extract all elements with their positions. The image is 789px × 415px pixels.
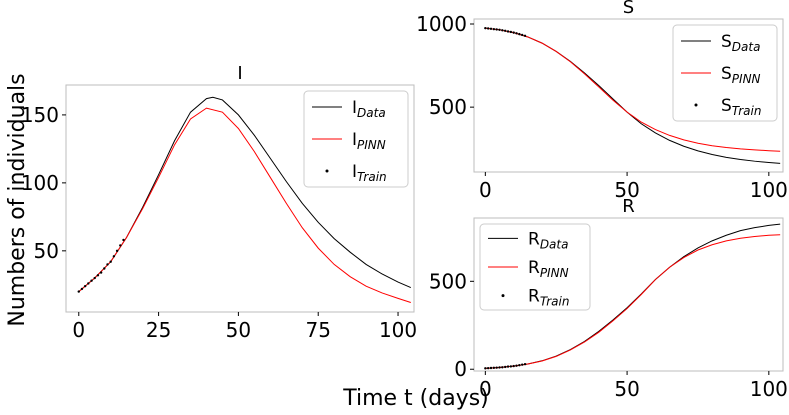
panel-title-r: R [622, 196, 635, 217]
point-itrain-14 [122, 238, 125, 242]
legend-label-s-train: STrain [721, 96, 761, 118]
series-line-ipinn [78, 107, 411, 303]
legend-label-r-data: RData [528, 229, 568, 251]
point-rtrain-7 [503, 365, 507, 369]
point-strain-10 [512, 31, 515, 34]
point-itrain-10 [109, 260, 112, 263]
point-itrain-5 [93, 276, 96, 280]
point-strain-0 [484, 26, 487, 30]
figure-y-axis-label: Numbers of individuals [5, 73, 30, 326]
x-tick-label-i-100: 100 [379, 318, 417, 342]
x-tick-label-s-50: 50 [614, 178, 639, 202]
legend-label-r-train: RTrain [528, 287, 569, 309]
axes-frame-r [473, 217, 784, 372]
point-rtrain-9 [509, 365, 513, 368]
legend-label-i-train: ITrain [352, 162, 387, 184]
chart-panel-s: S 0 50 100 500 1000 SData SPINN STrain [416, 0, 788, 202]
point-rtrain-6 [501, 366, 504, 369]
panel-title-s: S [623, 0, 634, 18]
plot-area-s [484, 26, 781, 164]
point-rtrain-0 [484, 367, 487, 370]
point-itrain-4 [90, 279, 93, 282]
point-itrain-8 [103, 267, 106, 270]
series-line-spinn [485, 27, 781, 152]
x-tick-label-i-0: 0 [72, 318, 85, 342]
point-rtrain-4 [495, 366, 498, 369]
legend-label-r-pinn: RPINN [528, 258, 569, 280]
point-itrain-13 [119, 244, 122, 247]
point-rtrain-5 [498, 366, 501, 369]
legend-swatch-s-train [694, 103, 698, 107]
y-tick-label-i-100: 100 [21, 171, 59, 195]
point-itrain-7 [99, 271, 103, 274]
plot-area-r [484, 223, 781, 370]
chart-panel-r: R 0 50 100 0 500 RData RPINN RTrain [429, 196, 788, 401]
point-rtrain-12 [518, 363, 521, 367]
x-tick-label-i-50: 50 [226, 318, 251, 342]
series-line-rpinn [485, 234, 781, 369]
y-tick-label-i-50: 50 [34, 239, 59, 263]
point-strain-6 [501, 29, 504, 32]
x-tick-label-r-100: 100 [750, 377, 788, 401]
y-tick-label-r-0: 0 [454, 357, 467, 381]
point-strain-4 [495, 28, 498, 31]
y-tick-label-s-500: 500 [429, 95, 467, 119]
legend-box-s [672, 24, 778, 122]
x-tick-label-r-50: 50 [614, 377, 639, 401]
point-rtrain-3 [492, 366, 496, 370]
point-rtrain-11 [515, 364, 518, 367]
y-tick-label-i-150: 150 [21, 103, 59, 127]
point-itrain-2 [83, 284, 87, 288]
point-strain-13 [520, 33, 524, 37]
y-tick-label-r-500: 500 [429, 269, 467, 293]
x-tick-label-r-0: 0 [479, 377, 492, 401]
y-tick-label-s-1000: 1000 [416, 12, 467, 36]
point-strain-8 [506, 30, 510, 33]
point-itrain-0 [77, 290, 80, 293]
legend-label-i-data: IData [352, 98, 386, 120]
point-rtrain-2 [489, 366, 493, 370]
legend-swatch-r-train [501, 294, 505, 298]
point-itrain-9 [106, 263, 109, 266]
legend-r: RData RPINN RTrain [479, 223, 591, 311]
figure-x-axis-label: Time t (days) [342, 386, 489, 411]
point-strain-1 [486, 27, 490, 30]
point-itrain-12 [115, 249, 119, 253]
x-tick-label-i-25: 25 [146, 318, 171, 342]
point-rtrain-10 [512, 364, 515, 368]
point-rtrain-8 [506, 365, 510, 368]
legend-label-s-data: SData [721, 32, 760, 54]
point-strain-7 [503, 29, 507, 33]
x-tick-label-s-0: 0 [479, 178, 492, 202]
point-strain-9 [509, 30, 513, 34]
point-itrain-11 [112, 255, 116, 258]
chart-panel-i: I 0 25 50 75 100 50 100 150 IData IPINN ITrain [21, 63, 417, 342]
legend-box-r [479, 223, 591, 311]
legend-label-i-pinn: IPINN [352, 130, 386, 152]
point-strain-12 [518, 32, 521, 36]
x-tick-label-s-100: 100 [750, 178, 788, 202]
point-rtrain-1 [486, 366, 490, 370]
panel-title-i: I [237, 63, 242, 84]
legend-swatch-i-train [325, 169, 329, 173]
point-itrain-6 [96, 274, 100, 277]
point-strain-3 [492, 27, 496, 31]
point-itrain-1 [80, 287, 84, 291]
legend-label-s-pinn: SPINN [721, 64, 761, 86]
point-strain-14 [523, 34, 527, 37]
plot-area-i [77, 96, 412, 303]
point-strain-2 [489, 27, 493, 31]
point-strain-5 [498, 28, 501, 32]
point-strain-11 [515, 32, 518, 35]
point-itrain-3 [87, 282, 90, 285]
axes-frame-s [473, 18, 784, 173]
point-rtrain-13 [520, 363, 524, 366]
legend-s: SData SPINN STrain [672, 24, 778, 122]
point-rtrain-14 [523, 362, 527, 366]
x-tick-label-i-75: 75 [305, 318, 330, 342]
legend-box-i [303, 90, 409, 188]
legend-i: IData IPINN ITrain [303, 90, 409, 188]
axes-frame-i [65, 84, 415, 313]
